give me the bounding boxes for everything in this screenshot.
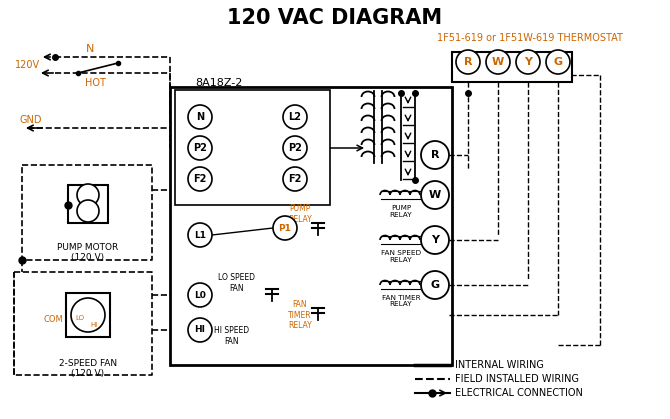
Circle shape <box>77 184 99 206</box>
Text: Y: Y <box>431 235 439 245</box>
Text: W: W <box>429 190 441 200</box>
Text: FAN TIMER
RELAY: FAN TIMER RELAY <box>382 295 420 308</box>
Circle shape <box>188 223 212 247</box>
Text: PUMP
RELAY: PUMP RELAY <box>288 204 312 224</box>
Circle shape <box>188 105 212 129</box>
Text: FIELD INSTALLED WIRING: FIELD INSTALLED WIRING <box>455 374 579 384</box>
Text: R: R <box>431 150 440 160</box>
Text: 120V: 120V <box>15 60 41 70</box>
Circle shape <box>421 141 449 169</box>
Circle shape <box>421 271 449 299</box>
Text: P2: P2 <box>288 143 302 153</box>
Circle shape <box>486 50 510 74</box>
Text: COM: COM <box>44 316 63 324</box>
Text: HOT: HOT <box>84 78 105 88</box>
Text: G: G <box>430 280 440 290</box>
Circle shape <box>283 136 307 160</box>
Text: GND: GND <box>20 115 42 125</box>
Text: PUMP
RELAY: PUMP RELAY <box>390 204 412 217</box>
Text: R: R <box>464 57 472 67</box>
Text: W: W <box>492 57 504 67</box>
Text: Y: Y <box>524 57 532 67</box>
Circle shape <box>283 167 307 191</box>
Text: FAN
TIMER
RELAY: FAN TIMER RELAY <box>288 300 312 330</box>
Text: 2-SPEED FAN
(120 V): 2-SPEED FAN (120 V) <box>59 359 117 378</box>
Circle shape <box>421 181 449 209</box>
Circle shape <box>546 50 570 74</box>
Text: ELECTRICAL CONNECTION: ELECTRICAL CONNECTION <box>455 388 583 398</box>
Bar <box>452 52 572 82</box>
Circle shape <box>421 226 449 254</box>
Bar <box>175 90 330 205</box>
Text: P2: P2 <box>193 143 207 153</box>
Circle shape <box>71 298 105 332</box>
Text: L0: L0 <box>194 290 206 300</box>
Circle shape <box>188 283 212 307</box>
Circle shape <box>188 318 212 342</box>
Text: P1: P1 <box>279 223 291 233</box>
Text: N: N <box>196 112 204 122</box>
Text: L2: L2 <box>289 112 302 122</box>
Circle shape <box>77 200 99 222</box>
Circle shape <box>283 105 307 129</box>
Text: 120V: 120V <box>214 112 235 122</box>
Text: 240V: 240V <box>309 174 330 184</box>
Text: HI SPEED
FAN: HI SPEED FAN <box>214 326 249 346</box>
Text: 120V: 120V <box>214 143 235 153</box>
Text: HI: HI <box>90 322 98 328</box>
Text: N: N <box>86 44 94 54</box>
Text: PUMP MOTOR
(120 V): PUMP MOTOR (120 V) <box>58 243 119 262</box>
Text: 1F51-619 or 1F51W-619 THERMOSTAT: 1F51-619 or 1F51W-619 THERMOSTAT <box>437 33 623 43</box>
Text: F2: F2 <box>288 174 302 184</box>
Text: LO SPEED
FAN: LO SPEED FAN <box>218 273 255 293</box>
Circle shape <box>516 50 540 74</box>
Text: LO: LO <box>76 315 84 321</box>
Circle shape <box>188 136 212 160</box>
Bar <box>68 185 108 223</box>
Text: F2: F2 <box>194 174 206 184</box>
Text: 8A18Z-2: 8A18Z-2 <box>195 78 243 88</box>
Bar <box>66 293 110 337</box>
Text: 120 VAC DIAGRAM: 120 VAC DIAGRAM <box>227 8 443 28</box>
Text: 240V: 240V <box>309 143 330 153</box>
Text: FAN SPEED
RELAY: FAN SPEED RELAY <box>381 249 421 262</box>
Text: HI: HI <box>194 326 206 334</box>
Circle shape <box>188 167 212 191</box>
Text: L1: L1 <box>194 230 206 240</box>
Circle shape <box>456 50 480 74</box>
Bar <box>170 87 452 365</box>
Text: G: G <box>553 57 563 67</box>
Text: INTERNAL WIRING: INTERNAL WIRING <box>455 360 544 370</box>
Text: 120V: 120V <box>214 174 235 184</box>
Circle shape <box>273 216 297 240</box>
Text: 240V: 240V <box>309 112 330 122</box>
